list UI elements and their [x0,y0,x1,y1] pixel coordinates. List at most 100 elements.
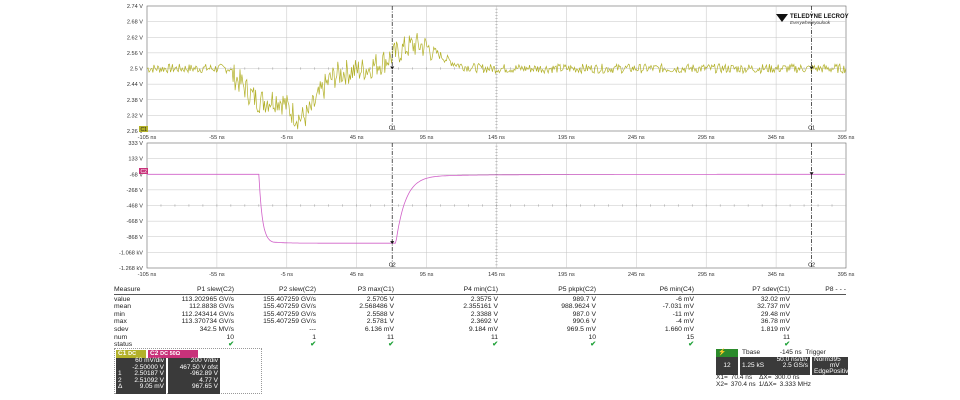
y-tick-label: 2.56 V [127,51,143,57]
measure-cell: 11 [386,333,394,341]
c2-descriptor[interactable]: 200 V/div 467.50 V ofst -962.89 V 4.77 V 967… [168,357,220,394]
x-tick-label: 195 ns [558,135,575,141]
cursor-marker [390,241,395,245]
y-tick-label: -868 V [127,235,144,241]
logo-text: TELEDYNE LECROY [790,14,849,20]
c1-row: 60 mV/div [118,357,164,365]
y-tick-label: -68 V [130,172,144,178]
x-tick-label: 295 ns [698,272,715,278]
x-tick-label: 395 ns [838,135,855,141]
c1-value: 60 mV/div [135,357,164,364]
y-tick-label: 2.26 V [127,129,143,135]
measure-cell: 1.819 mV [760,325,790,333]
measure-cell: 989.7 V [572,295,596,303]
tbase-offset: -145 ns [779,349,802,356]
timebase-panel[interactable]: ⚡ 12 Bits Tbase -145 ns Trigger 12 Bits … [716,348,852,387]
measure-cell: mean [114,303,132,311]
tbase-label: Tbase [742,349,761,356]
top-grid [146,5,847,132]
measure-cell: 112.8838 GV/s [189,303,234,311]
measure-cell: 2.5781 V [366,318,394,326]
cursor-label: C2 [808,263,815,269]
measure-header-cell[interactable]: P4 min(C1) [463,286,498,293]
channel-panel[interactable]: C1 DC 1M C2 DC 50Ω 60 mV/div-2.50000 V12… [114,348,262,394]
measure-cell: value [114,295,131,303]
status-check-icon: ✔ [784,341,790,349]
timebase-box[interactable]: 50.0 ns/div 1.25 kS 2.5 GS/s [740,356,810,375]
top-x-axis: -105 ns -55 ns -5 ns 45 ns 95 ns 145 ns 195 ns… [138,135,855,141]
y-tick-label: 2.68 V [127,20,143,26]
measure-cell: 15 [686,333,694,341]
cursor-label: C2 [389,263,396,269]
measure-cell: 155.407259 GV/s [263,303,316,311]
measure-cell: 988.9624 V [561,303,596,311]
measure-cell: 32.737 mV [757,303,790,311]
status-check-icon: ✔ [590,341,596,349]
c2-tab-label: C2 [150,350,159,357]
measure-header-cell: Measure [114,286,141,293]
measure-cell: 155.407259 GV/s [263,318,316,326]
trace-c1 [146,32,847,130]
measure-cell [790,311,846,319]
c1-value: 2.51092 V [134,376,164,384]
measure-cell: 2.355161 V [463,303,498,311]
teledyne-logo: TELEDYNE LECROY Everywhereyoulook [776,14,849,25]
status-check-icon: ✔ [310,341,316,349]
measure-cell: 342.5 MV/s [199,325,234,333]
measure-cell: min [114,310,125,318]
measure-header-cell[interactable]: P5 pkpk(C2) [558,286,596,293]
sample-count: 1.25 kS [742,362,765,369]
measure-cell: -6 mV [675,295,694,303]
trigger-label: Trigger [805,349,826,356]
x-tick-label: -5 ns [281,135,294,141]
measure-cell: 1 [312,333,316,341]
x-tick-label: 145 ns [488,272,505,278]
c1-offset-marker[interactable] [139,126,148,132]
measure-header-cell[interactable]: P1 slew(C2) [196,286,234,293]
measure-header-cell[interactable]: P3 max(C1) [357,286,394,293]
c2-offset-marker[interactable] [139,168,148,174]
measure-table[interactable]: Measure P1 slew(C2) P2 slew(C2) P3 max(C1) P… [114,286,846,349]
dx-value: 300.0 ns [774,374,800,381]
measure-header-cell[interactable]: P7 sdev(C1) [752,286,790,293]
measure-header-cell[interactable]: P8 - - - [825,286,846,293]
measure-cell: 112.243414 GV/s [181,310,234,318]
measure-cell: -7.031 mV [662,303,694,311]
c1-value: 2.50187 V [134,370,164,378]
measure-header-cell[interactable]: P6 min(C4) [659,286,694,293]
cursors[interactable]: C1 C2 C1 C2 [389,6,815,269]
cursor-label: C1 [389,126,396,132]
inv-dx-value: 3.333 MHz [779,381,812,388]
c1-row-marker: 2 [118,376,122,384]
x-tick-label: -55 ns [209,272,225,278]
cursor-marker [390,66,395,70]
c2-row: 200 V/div [170,357,218,365]
bits-box: 12 Bits [716,357,738,387]
c1-row: -2.50000 V [118,363,164,372]
cursor-label: C1 [808,126,815,132]
x2-label: X2= [716,381,728,388]
x-tick-label: 345 ns [768,135,785,141]
y-tick-label: 2.5 V [130,67,143,73]
x2-value: 370.4 ns [730,381,756,388]
c2-tab[interactable]: C2 DC 50Ω [148,350,198,358]
measure-cell: 113.202965 GV/s [181,295,234,303]
cursor-marker [809,66,814,70]
trigger-level: 395 mV [829,356,841,369]
trigger-box[interactable]: Norm 395 mV Edge Positive [812,356,852,375]
measure-cell: 10 [588,333,596,341]
c1-value: -2.50000 V [132,363,164,371]
measure-cell: 113.370734 GV/s [181,318,234,326]
measure-header-cell[interactable]: P2 slew(C2) [278,286,316,293]
measure-cell: 11 [490,333,498,341]
tbase-header[interactable]: Tbase -145 ns Trigger [740,349,848,357]
x-tick-label: -5 ns [281,272,294,278]
measure-cell: -4 mV [675,318,694,326]
x1-label: X1= [716,374,728,381]
measure-cell: 29.48 mV [760,310,790,318]
measure-row: value 113.202965 GV/s 155.407259 GV/s 2.570… [114,296,846,304]
trigger-slope: Positive [829,368,852,375]
measure-cell: 2.3692 V [470,318,498,326]
tbase-badge: ⚡ 12 Bits [716,349,738,357]
